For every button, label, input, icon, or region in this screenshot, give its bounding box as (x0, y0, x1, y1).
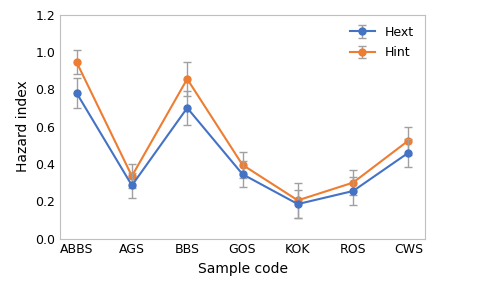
Legend: Hext, Hint: Hext, Hint (344, 21, 419, 64)
Y-axis label: Hazard index: Hazard index (16, 81, 30, 173)
X-axis label: Sample code: Sample code (198, 262, 288, 276)
